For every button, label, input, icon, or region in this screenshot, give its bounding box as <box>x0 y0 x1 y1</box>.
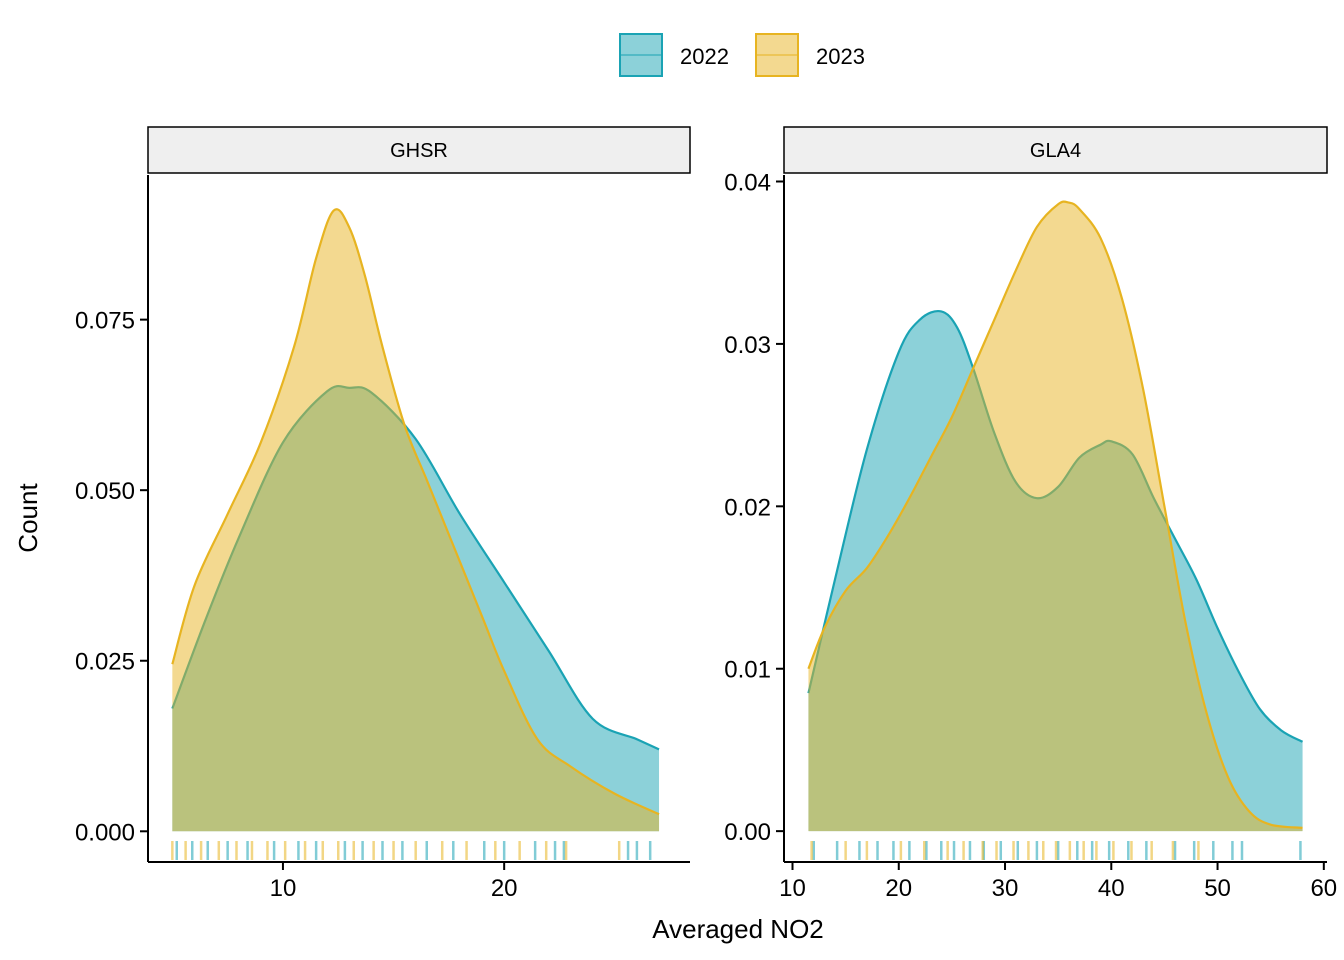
x-tick-label: 20 <box>885 875 912 902</box>
x-tick-label: 30 <box>992 875 1019 902</box>
y-tick-label: 0.075 <box>75 308 135 335</box>
y-tick-label: 0.02 <box>724 494 771 521</box>
y-axis-title: Count <box>13 483 43 553</box>
density-area-2023 <box>808 201 1303 832</box>
density-area-2023 <box>172 209 660 832</box>
x-tick-label: 60 <box>1310 875 1337 902</box>
x-tick-label: 20 <box>491 875 518 902</box>
x-tick-label: 40 <box>1098 875 1125 902</box>
facet-strip-label: GLA4 <box>1030 140 1081 162</box>
y-tick-label: 0.04 <box>724 169 771 196</box>
y-tick-label: 0.00 <box>724 819 771 846</box>
legend: 2022 2023 <box>619 33 865 77</box>
x-tick-label: 10 <box>270 875 297 902</box>
y-tick-label: 0.03 <box>724 332 771 359</box>
facet-strip-label: GHSR <box>390 140 448 162</box>
density-line-2023 <box>807 200 1303 829</box>
x-axis-title: Averaged NO2 <box>652 914 824 944</box>
y-tick-label: 0.050 <box>75 478 135 505</box>
x-tick-label: 50 <box>1204 875 1231 902</box>
x-tick-label: 10 <box>779 875 806 902</box>
facet-strip <box>147 126 691 174</box>
y-tick-label: 0.000 <box>75 819 135 846</box>
legend-label-2022: 2022 <box>680 44 729 69</box>
density-line-2023 <box>171 208 660 816</box>
panel-gla4: GLA4 0.00 0.01 0.02 0.03 0.04 10 20 30 40 50 60 <box>724 126 1337 902</box>
panel-ghsr: GHSR 0.000 0.025 0.050 0.075 10 20 <box>75 126 691 902</box>
facet-strip <box>783 126 1328 174</box>
facet-panels: GHSR 0.000 0.025 0.050 0.075 10 20 GLA4 0.00 0.01… <box>75 126 1337 902</box>
y-tick-label: 0.025 <box>75 649 135 676</box>
y-tick-label: 0.01 <box>724 657 771 684</box>
legend-label-2023: 2023 <box>816 44 865 69</box>
